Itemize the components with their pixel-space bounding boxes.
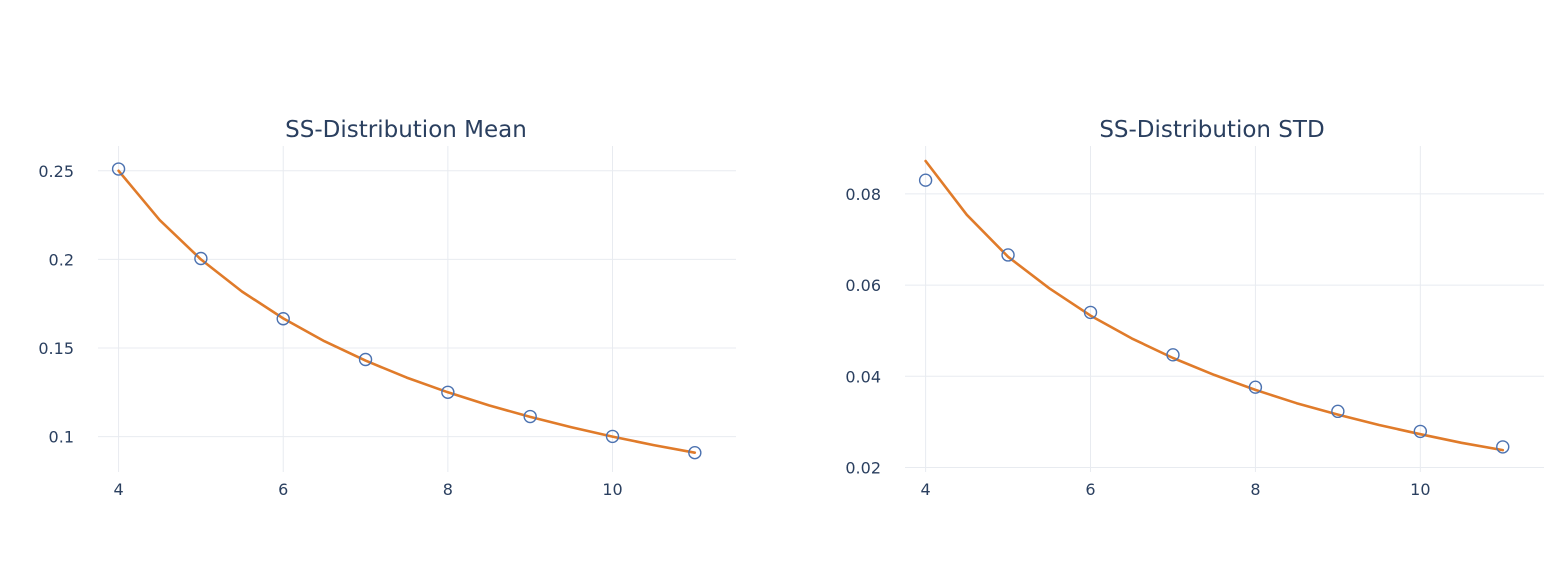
y-tick-label: 0.2 [49, 250, 74, 269]
data-point [1496, 440, 1510, 454]
x-tick-label: 8 [1250, 480, 1260, 499]
data-point [1331, 404, 1345, 419]
y-tick-label: 0.15 [38, 339, 74, 358]
data-point [1166, 348, 1180, 362]
data-point [194, 251, 208, 266]
data-point [523, 409, 537, 424]
panel-mean: 4 6 8 10 0.1 0.15 0.2 0.25 SS-Distribution Mean [38, 117, 736, 499]
data-point [1413, 424, 1428, 439]
data-point [918, 173, 933, 187]
x-tick-label: 8 [443, 480, 453, 499]
y-tick-label: 0.08 [845, 185, 881, 204]
panel-std: 4 6 8 10 0.02 0.04 0.06 0.08 SS-Distribution STD [845, 117, 1544, 499]
data-point [441, 385, 455, 399]
data-point [1083, 305, 1098, 320]
fit-line [117, 169, 697, 455]
x-tick-label: 4 [921, 480, 931, 499]
x-tick-label: 10 [602, 480, 622, 499]
data-point [1001, 248, 1015, 262]
chart-title: SS-Distribution Mean [285, 117, 527, 143]
y-tick-label: 0.06 [845, 276, 881, 295]
data-point [1248, 380, 1263, 394]
data-point [605, 429, 620, 444]
chart-title: SS-Distribution STD [1099, 117, 1324, 143]
data-point [688, 445, 702, 460]
data-point [358, 352, 373, 367]
y-tick-label: 0.25 [38, 162, 74, 181]
x-tick-label: 6 [1085, 480, 1095, 499]
x-tick-label: 10 [1410, 480, 1430, 499]
y-tick-label: 0.02 [845, 458, 881, 477]
data-point [276, 312, 290, 326]
x-tick-label: 6 [278, 480, 288, 499]
y-tick-label: 0.1 [49, 428, 74, 447]
y-tick-label: 0.04 [845, 367, 881, 386]
x-tick-label: 4 [113, 480, 123, 499]
data-point [111, 162, 126, 176]
fit-line [924, 159, 1505, 452]
